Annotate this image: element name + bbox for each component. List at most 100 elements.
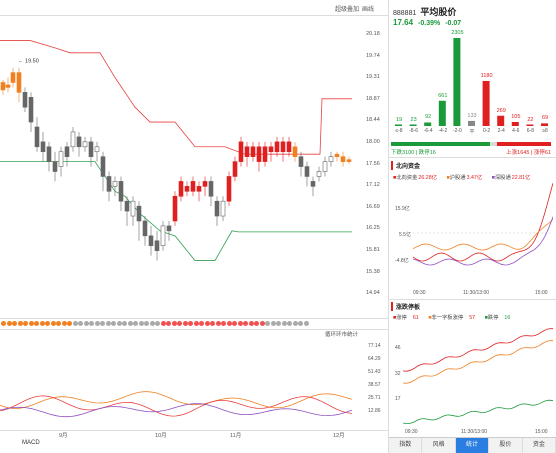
distribution-bar — [395, 124, 402, 126]
price-tick: 18.00 — [366, 139, 380, 145]
candle-body — [196, 186, 202, 192]
candle-body — [118, 181, 124, 202]
legend-item: ■沪股通3.47亿 — [446, 175, 483, 181]
kline-panel[interactable]: 超级叠加 画线 ← 19.50 20.18 19.74 19.31 18.87 18.4… — [0, 0, 388, 453]
bar-category: ≤-8 — [395, 128, 403, 134]
time-label: 15:00 — [535, 290, 548, 296]
signal-dot — [133, 320, 138, 326]
divider — [0, 318, 388, 319]
axis-tick: 32 — [395, 371, 401, 377]
signal-dot — [23, 320, 28, 326]
price-tick: 19.31 — [366, 74, 380, 81]
northbound-flow-chart — [413, 183, 553, 266]
candle-body — [322, 161, 328, 172]
signal-dot — [270, 320, 276, 326]
signal-dot — [276, 320, 281, 326]
month-label: 9月 — [59, 433, 68, 439]
bar-value: 69 — [541, 115, 549, 122]
signal-dot — [67, 320, 72, 326]
distribution-bar — [497, 115, 505, 126]
signal-dot — [39, 320, 45, 326]
price-tick: 16.25 — [366, 225, 380, 232]
candle-body — [262, 146, 268, 162]
signal-dot — [61, 320, 67, 326]
candle-body — [148, 235, 154, 247]
candle-body — [130, 200, 136, 217]
signal-dot — [188, 320, 193, 326]
candlestick-chart[interactable]: ← 19.50 — [0, 16, 362, 316]
candle-body — [208, 181, 214, 197]
candle-body — [346, 159, 352, 162]
price-axis: 20.18 19.74 19.31 18.87 18.44 18.00 17.56 17.12… — [362, 16, 388, 316]
change-pct: -0.39% — [418, 20, 441, 27]
index-code: 888881 — [393, 10, 417, 17]
up-count: 上涨1645 | 涨停61 — [506, 150, 551, 156]
tab-funds[interactable]: 资金 — [522, 438, 556, 453]
distribution-bar — [424, 122, 432, 126]
bar-value: 1180 — [480, 72, 493, 79]
change-distribution-chart: 19 ≤-8 23 -8-6 92 -6-4 661 -4-2 2305 -2-0 133 平 1180… — [389, 30, 556, 160]
northbound-title: 北向资金 — [391, 161, 420, 170]
signal-dot — [265, 320, 270, 326]
limit-up-line — [403, 328, 553, 372]
candle-body — [88, 141, 94, 157]
candle-body — [238, 141, 244, 162]
divider — [0, 430, 388, 431]
overlay-link[interactable]: 超级叠加 — [335, 7, 360, 13]
signal-dot — [171, 320, 177, 326]
time-axis: 9月 10月 11月 12月 — [0, 431, 388, 441]
candle-body — [310, 181, 316, 187]
down-ratio — [391, 142, 491, 146]
month-label: 10月 — [155, 433, 167, 439]
candle-body — [226, 176, 232, 202]
candle-body — [136, 205, 142, 222]
tab-style[interactable]: 风格 — [422, 438, 456, 453]
price-tick: 20.18 — [366, 31, 380, 37]
time-label: 11:30/13:00 — [461, 429, 488, 435]
signal-dot — [6, 320, 12, 326]
candle-body — [10, 72, 16, 83]
divider — [0, 329, 388, 330]
signal-dot — [199, 320, 204, 326]
signal-dot — [144, 320, 149, 326]
tab-index[interactable]: 指数 — [389, 438, 423, 453]
signal-dot — [210, 320, 215, 326]
signal-dot — [292, 320, 298, 326]
bar-value: 92 — [425, 114, 432, 121]
indicator-axis: 77.14 64.29 51.43 38.57 25.71 12.86 — [366, 340, 388, 428]
legend-item: ■跌停 16 — [484, 315, 511, 321]
macd-tab[interactable]: MACD — [22, 440, 40, 446]
limit-down-line — [403, 399, 553, 424]
northbound-line — [413, 183, 553, 262]
signal-dot — [287, 320, 292, 326]
sub-chart-title: 循环环市统计 — [324, 332, 358, 338]
price-tick: 17.12 — [366, 182, 380, 189]
last-price: 17.64 — [393, 18, 414, 27]
sub-chart-header: 循环环市统计 — [0, 330, 388, 340]
signal-dot-row — [0, 319, 356, 327]
tab-stats[interactable]: 统计 — [455, 438, 490, 453]
signal-dot — [1, 320, 6, 326]
candle-body — [124, 200, 130, 212]
candle-body — [274, 141, 280, 153]
candle-body — [142, 220, 148, 237]
signal-dot — [155, 320, 160, 326]
index-header: 888881 平均股价 — [393, 5, 456, 18]
divider — [0, 15, 388, 16]
high-price-label: ← 19.50 — [18, 59, 39, 65]
indicator-line-1 — [0, 391, 353, 409]
signal-dot — [28, 320, 34, 326]
signal-dot — [226, 320, 232, 326]
tab-price[interactable]: 股价 — [489, 438, 523, 453]
price-tick: 15.81 — [366, 247, 380, 253]
signal-dot — [72, 320, 78, 326]
distribution-bar — [453, 38, 461, 126]
non-one-word-limit-up-line — [403, 340, 553, 384]
indicator-chart[interactable] — [0, 340, 362, 428]
draw-line-link[interactable]: 画线 — [362, 7, 375, 13]
candle-body — [52, 161, 58, 172]
candle-body — [298, 156, 304, 167]
indicator-tick: 64.29 — [368, 356, 381, 362]
distribution-bar — [468, 120, 475, 126]
candle-body — [0, 82, 6, 91]
